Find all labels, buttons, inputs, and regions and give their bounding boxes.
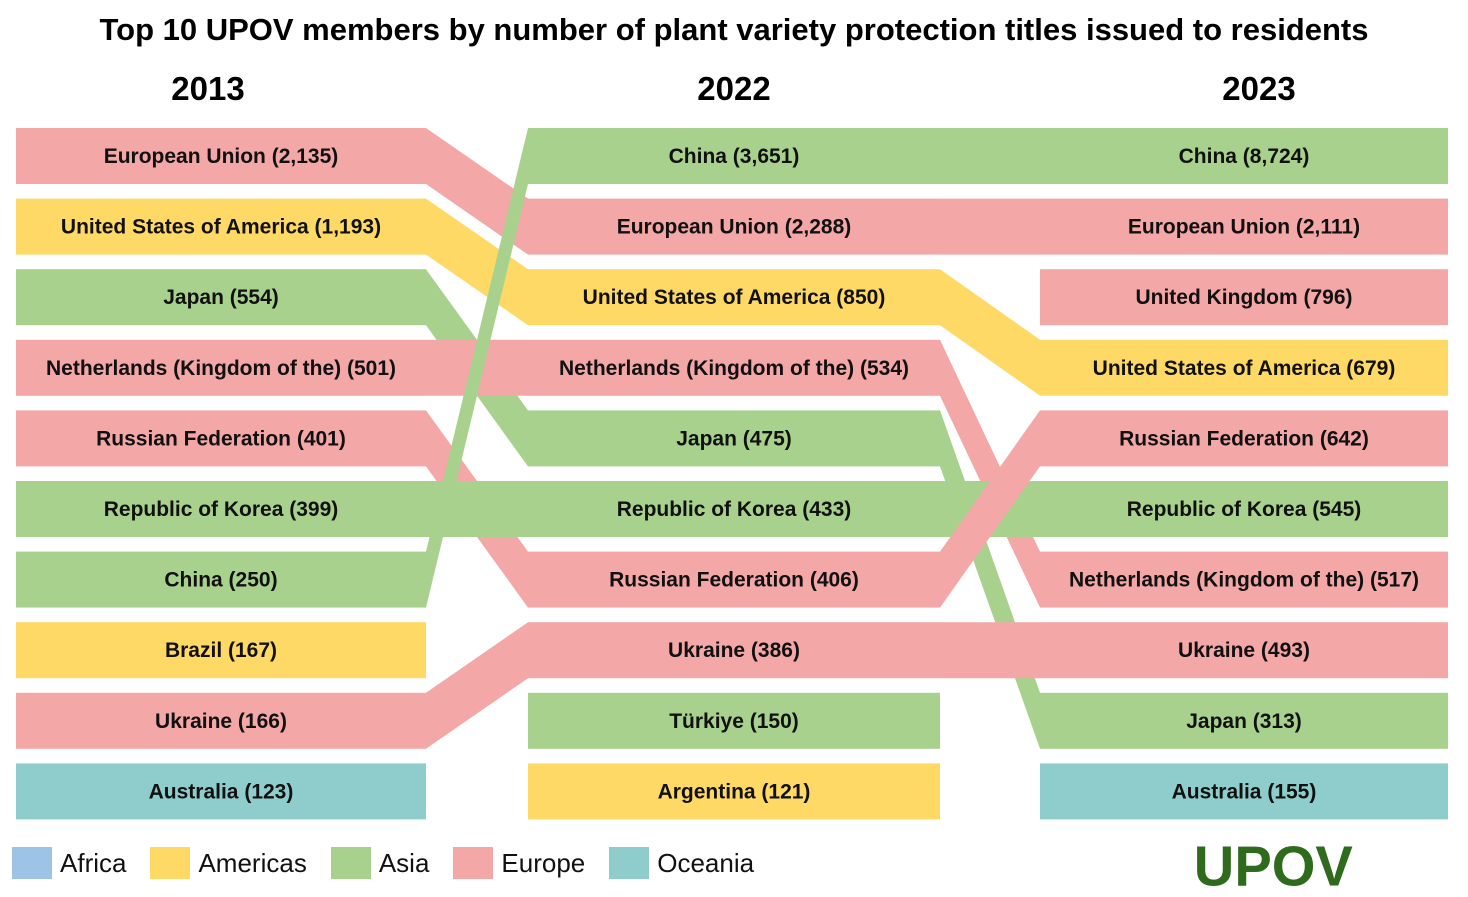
label-2013-russian-federation: Russian Federation (401) (96, 427, 346, 450)
legend-item-oceania: Oceania (609, 847, 754, 879)
connector-russian-federation-1 (940, 410, 1040, 608)
bar-2013-republic-of-korea (16, 481, 426, 537)
label-2023-european-union: European Union (2,111) (1128, 216, 1360, 239)
connector-netherlands-kingdom-of-the-1 (940, 339, 1040, 608)
legend-swatch-europe (453, 847, 494, 879)
label-2022-t-rkiye: Türkiye (150) (669, 710, 799, 733)
label-2013-australia: Australia (123) (149, 780, 294, 803)
label-2013-china: China (250) (164, 569, 277, 592)
bar-2023-china (1040, 128, 1448, 184)
label-2022-netherlands-kingdom-of-the: Netherlands (Kingdom of the) (534) (559, 357, 909, 380)
legend-label-oceania: Oceania (657, 847, 755, 878)
label-2022-european-union: European Union (2,288) (617, 216, 852, 239)
bar-2022-netherlands-kingdom-of-the (528, 339, 940, 396)
bar-2023-japan (1040, 692, 1448, 749)
bar-2022-japan (528, 410, 940, 467)
bar-2023-european-union (1040, 198, 1448, 255)
label-2013-ukraine: Ukraine (166) (155, 710, 287, 733)
bar-2022-ukraine (528, 622, 940, 679)
label-2022-republic-of-korea: Republic of Korea (433) (617, 498, 852, 521)
connector-european-union-1 (940, 198, 1040, 255)
legend-label-americas: Americas (198, 847, 307, 878)
legend-item-europe: Europe (453, 847, 585, 879)
logo-text: UPOV (1194, 834, 1354, 892)
bar-2013-brazil (16, 622, 426, 679)
legend-swatch-asia (330, 847, 371, 879)
label-2023-netherlands-kingdom-of-the: Netherlands (Kingdom of the) (517) (1069, 569, 1419, 592)
year-heading-2023: 2023 (1222, 70, 1296, 107)
label-2023-ukraine: Ukraine (493) (1178, 639, 1310, 662)
bar-2022-united-states-of-america (528, 269, 940, 326)
label-2013-european-union: European Union (2,135) (104, 145, 339, 168)
bar-2023-netherlands-kingdom-of-the (1040, 551, 1448, 608)
connector-china-0 (426, 128, 528, 608)
chart-title: Top 10 UPOV members by number of plant v… (99, 12, 1369, 47)
bar-2022-argentina (528, 763, 940, 820)
legend-item-asia: Asia (330, 847, 430, 879)
label-2013-united-states-of-america: United States of America (1,193) (61, 216, 381, 239)
bar-2023-ukraine (1040, 622, 1448, 679)
label-2023-united-states-of-america: United States of America (679) (1093, 357, 1396, 380)
year-heading-2022: 2022 (697, 70, 771, 107)
bar-2013-australia (16, 763, 426, 820)
bar-2013-china (16, 551, 426, 608)
bump-chart: European Union (2,135) United States of A… (16, 128, 1448, 820)
bar-2023-united-states-of-america (1040, 339, 1448, 396)
legend-item-africa: Africa (12, 847, 126, 879)
bar-2022-republic-of-korea (528, 481, 940, 537)
label-2013-brazil: Brazil (167) (165, 639, 277, 662)
connector-ukraine-1 (940, 622, 1040, 679)
label-2022-japan: Japan (475) (676, 427, 792, 450)
bar-2022-china (528, 128, 940, 184)
legend-label-europe: Europe (501, 847, 586, 878)
connector-ukraine-0 (426, 622, 528, 749)
bar-2013-russian-federation (16, 410, 426, 467)
connector-european-union-0 (426, 128, 528, 255)
label-2023-republic-of-korea: Republic of Korea (545) (1127, 498, 1362, 521)
label-2022-united-states-of-america: United States of America (850) (583, 286, 886, 309)
legend-swatch-oceania (609, 847, 650, 879)
bar-2022-european-union (528, 198, 940, 255)
bar-2023-united-kingdom (1040, 269, 1448, 326)
label-2023-russian-federation: Russian Federation (642) (1119, 427, 1369, 450)
legend-label-africa: Africa (60, 847, 127, 878)
label-2023-australia: Australia (155) (1172, 780, 1317, 803)
legend: Africa Americas Asia Europe Oceania (12, 846, 778, 880)
bar-2023-russian-federation (1040, 410, 1448, 467)
bar-2022-russian-federation (528, 551, 940, 608)
bar-2013-united-states-of-america (16, 198, 426, 255)
label-2023-china: China (8,724) (1179, 145, 1310, 168)
bar-2013-netherlands-kingdom-of-the (16, 339, 426, 396)
year-heading-2013: 2013 (171, 70, 245, 107)
bar-2013-japan (16, 269, 426, 326)
bar-2022-t-rkiye (528, 692, 940, 749)
label-2022-china: China (3,651) (669, 145, 800, 168)
legend-label-asia: Asia (378, 847, 430, 878)
label-2022-russian-federation: Russian Federation (406) (609, 569, 859, 592)
label-2022-ukraine: Ukraine (386) (668, 639, 800, 662)
bar-2023-australia (1040, 763, 1448, 820)
connector-china-1 (940, 128, 1040, 184)
label-2022-argentina: Argentina (121) (658, 780, 811, 803)
label-2013-japan: Japan (554) (163, 286, 279, 309)
label-2013-netherlands-kingdom-of-the: Netherlands (Kingdom of the) (501) (46, 357, 396, 380)
connector-united-states-of-america-1 (940, 269, 1040, 396)
legend-swatch-africa (12, 847, 52, 879)
label-2023-japan: Japan (313) (1186, 710, 1302, 733)
bar-2013-ukraine (16, 692, 426, 749)
label-2023-united-kingdom: United Kingdom (796) (1135, 286, 1352, 309)
legend-swatch-americas (150, 847, 191, 879)
label-2013-republic-of-korea: Republic of Korea (399) (104, 498, 339, 521)
bar-2013-european-union (16, 128, 426, 184)
bar-2023-republic-of-korea (1040, 481, 1448, 537)
upov-logo: UPOV (1194, 834, 1354, 892)
connector-united-states-of-america-0 (426, 198, 528, 326)
legend-item-americas: Americas (150, 847, 307, 879)
